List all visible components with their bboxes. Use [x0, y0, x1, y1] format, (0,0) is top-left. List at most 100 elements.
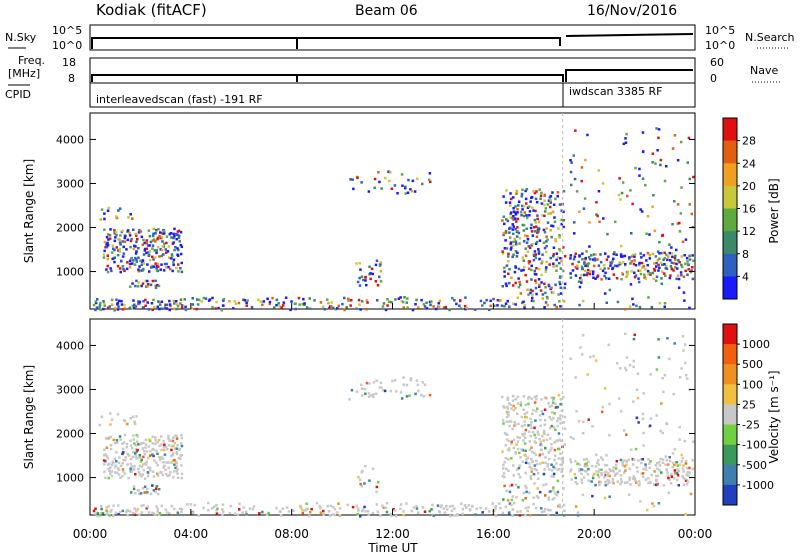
range-cell	[555, 462, 558, 465]
range-cell	[151, 484, 154, 487]
range-cell	[561, 459, 564, 463]
range-cell	[518, 451, 521, 455]
range-cell	[157, 237, 160, 240]
range-cell	[523, 442, 527, 445]
range-cell	[504, 432, 508, 436]
range-cell	[345, 306, 348, 309]
range-cell	[221, 503, 225, 506]
range-cell	[275, 506, 278, 510]
range-cell	[232, 307, 235, 310]
range-cell	[125, 442, 129, 446]
range-cell	[652, 194, 655, 197]
range-cell	[180, 245, 184, 249]
range-cell	[156, 440, 159, 444]
range-cell	[159, 231, 162, 234]
cpid-panel	[89, 82, 696, 108]
range-cell	[505, 247, 509, 250]
range-cell	[554, 428, 557, 432]
range-cell	[546, 221, 550, 224]
range-cell	[585, 273, 588, 277]
range-cell	[136, 237, 139, 241]
range-cell	[529, 288, 532, 292]
range-cell	[573, 232, 576, 235]
range-cell	[688, 471, 691, 475]
range-cell	[443, 511, 447, 514]
range-cell	[593, 472, 596, 476]
range-cell	[179, 442, 183, 445]
range-cell	[678, 221, 681, 225]
range-cell	[670, 473, 673, 476]
range-cell	[546, 238, 549, 241]
range-cell	[350, 299, 353, 302]
range-cell	[142, 238, 145, 242]
range-cell	[512, 206, 515, 210]
range-cell	[680, 186, 683, 189]
range-cell	[154, 513, 157, 516]
range-cell	[557, 227, 560, 230]
range-cell	[672, 269, 675, 272]
range-cell	[160, 435, 163, 438]
range-cell	[521, 188, 524, 192]
range-cell	[429, 303, 432, 307]
range-cell	[553, 441, 556, 444]
range-cell	[684, 361, 687, 365]
range-cell	[535, 190, 538, 193]
range-cell	[348, 398, 351, 401]
range-cell	[125, 445, 129, 449]
range-cell	[594, 277, 597, 280]
range-cell	[163, 306, 167, 309]
range-cell	[137, 456, 141, 459]
range-cell	[153, 305, 156, 309]
range-cell	[144, 443, 148, 446]
range-cell	[420, 393, 423, 397]
range-cell	[162, 269, 166, 272]
range-cell	[386, 298, 389, 301]
range-cell	[543, 193, 546, 197]
range-cell	[151, 255, 154, 259]
range-cell	[521, 256, 524, 259]
range-cell	[123, 472, 127, 475]
range-cell	[508, 447, 511, 450]
velocity-plot-frame	[89, 318, 696, 516]
range-cell	[356, 176, 359, 180]
colorbar-swatch	[723, 464, 737, 486]
range-cell	[163, 443, 166, 446]
range-cell	[559, 439, 563, 442]
range-cell	[163, 232, 166, 235]
range-cell	[347, 299, 350, 302]
range-cell	[669, 265, 673, 268]
range-cell	[508, 281, 511, 285]
range-cell	[363, 387, 366, 391]
range-cell	[193, 503, 196, 507]
range-cell	[523, 453, 526, 457]
range-cell	[528, 448, 532, 452]
range-cell	[356, 280, 360, 284]
range-cell	[128, 231, 131, 235]
range-cell	[121, 462, 124, 465]
range-cell	[144, 446, 147, 449]
range-cell	[555, 252, 559, 255]
range-cell	[680, 265, 684, 269]
range-cell	[652, 277, 655, 281]
range-cell	[532, 496, 535, 499]
range-cell	[533, 395, 537, 399]
range-cell	[113, 309, 116, 312]
range-cell	[160, 263, 163, 266]
range-cell	[552, 489, 555, 492]
range-cell	[617, 263, 620, 267]
range-cell	[119, 270, 122, 274]
range-cell	[546, 463, 550, 466]
range-cell	[144, 279, 148, 283]
range-cell	[575, 190, 579, 193]
range-cell	[512, 474, 515, 477]
range-cell	[635, 304, 638, 308]
range-cell	[463, 304, 467, 308]
range-cell	[387, 300, 391, 304]
range-cell	[365, 283, 368, 287]
range-cell	[502, 467, 505, 470]
range-cell	[381, 504, 384, 508]
range-cell	[518, 242, 521, 245]
range-cell	[160, 470, 163, 474]
range-cell	[637, 277, 640, 280]
range-cell	[543, 396, 547, 399]
